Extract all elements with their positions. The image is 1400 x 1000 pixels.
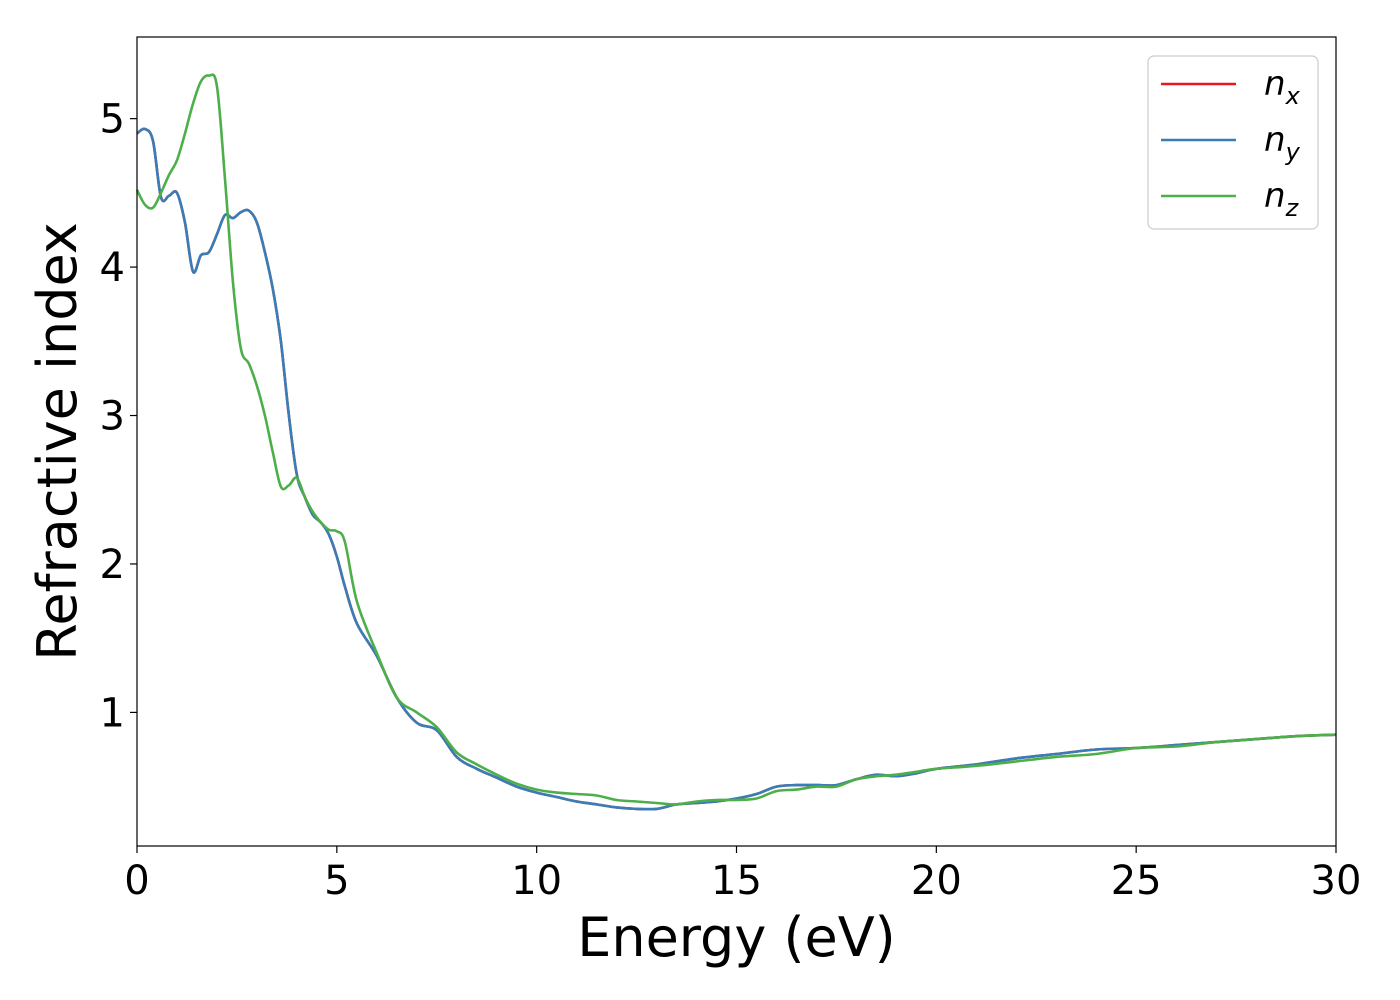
y-tick-label: 4 <box>100 245 125 291</box>
series-line-x <box>136 127 1337 811</box>
legend-box <box>1147 55 1319 230</box>
legend-label-z: nz <box>1264 176 1300 222</box>
x-tick-label: 10 <box>511 858 562 904</box>
x-axis-ticks: 0 5 10 15 20 25 30 <box>124 846 1361 904</box>
series-line-y <box>136 127 1337 811</box>
x-tick-label: 15 <box>711 858 762 904</box>
y-tick-label: 1 <box>100 690 125 736</box>
series-line-z <box>135 73 1337 806</box>
x-tick-label: 5 <box>324 858 349 904</box>
x-tick-label: 0 <box>124 858 149 904</box>
y-tick-label: 5 <box>100 97 125 143</box>
x-tick-label: 25 <box>1111 858 1162 904</box>
y-axis-ticks: 1 2 3 4 5 <box>100 97 137 736</box>
legend: nx ny nz <box>1147 55 1319 230</box>
y-tick-label: 3 <box>100 394 125 440</box>
y-axis-title: Refractive index <box>26 222 89 661</box>
x-axis-title: Energy (eV) <box>577 906 896 969</box>
y-tick-label: 2 <box>100 542 125 588</box>
legend-label-y: ny <box>1264 120 1301 166</box>
series-layer <box>135 73 1337 811</box>
x-tick-label: 30 <box>1311 858 1362 904</box>
legend-label-x: nx <box>1264 64 1301 110</box>
x-tick-label: 20 <box>911 858 962 904</box>
